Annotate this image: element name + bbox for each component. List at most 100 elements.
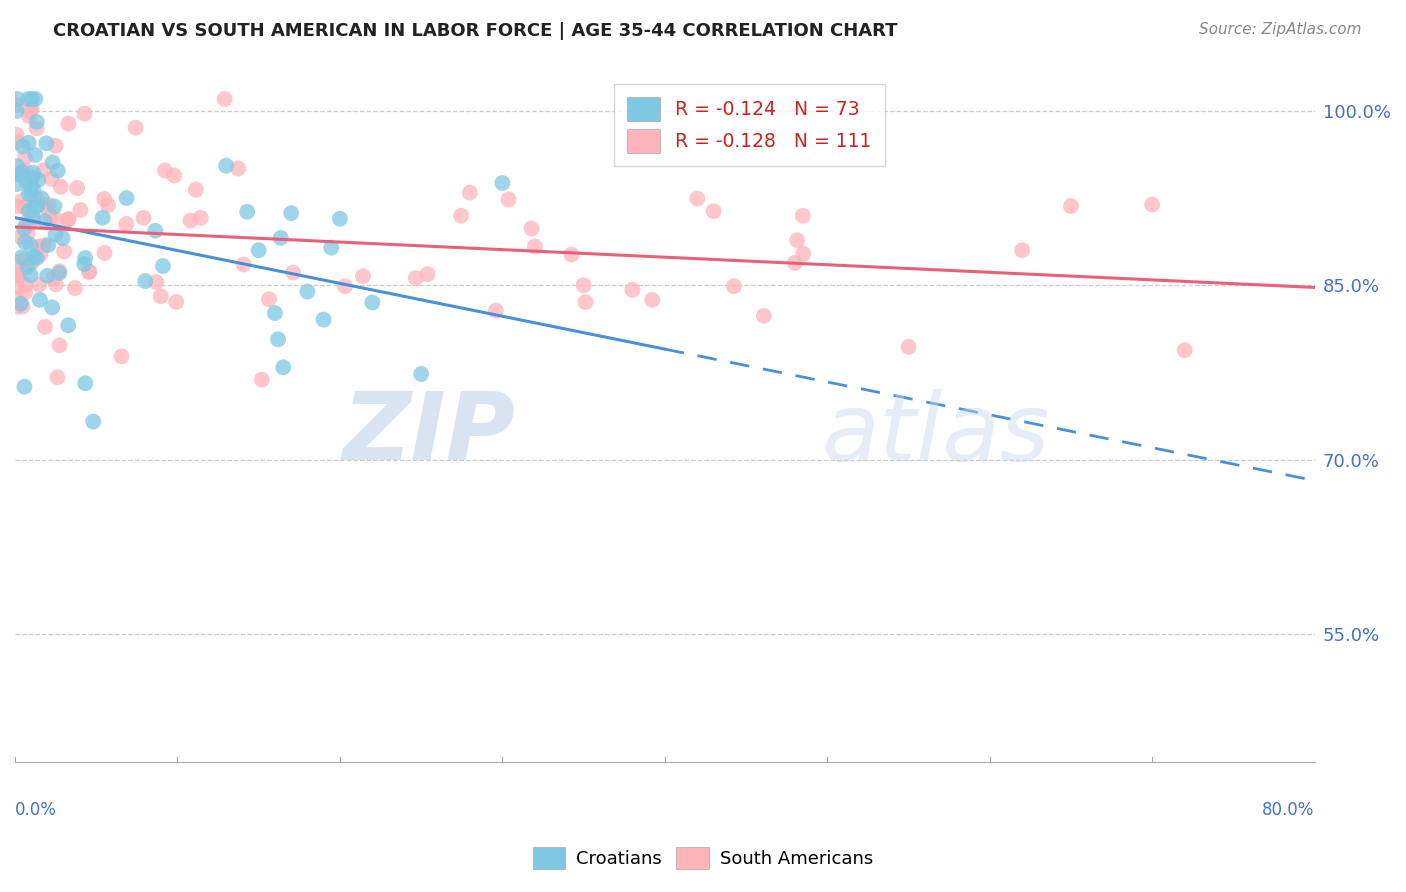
Point xyxy=(17,136,39,150)
Point xyxy=(6,199,28,213)
Point xyxy=(17,186,39,201)
Point xyxy=(641,293,664,307)
Point xyxy=(93,246,115,260)
Point xyxy=(153,163,176,178)
Point xyxy=(264,306,287,320)
Point xyxy=(723,279,745,293)
Text: 80.0%: 80.0% xyxy=(1263,801,1315,819)
Point xyxy=(523,239,546,253)
Point xyxy=(48,338,70,352)
Point xyxy=(34,214,56,228)
Point xyxy=(498,193,520,207)
Point xyxy=(270,231,292,245)
Point xyxy=(18,217,41,231)
Point xyxy=(17,227,39,241)
Point xyxy=(21,102,44,116)
Point xyxy=(7,268,30,282)
Point xyxy=(27,240,49,254)
Point xyxy=(48,264,70,278)
Point xyxy=(13,221,35,235)
Point xyxy=(1174,343,1197,358)
Point xyxy=(686,192,709,206)
Point xyxy=(190,211,212,225)
Point xyxy=(416,267,439,281)
Text: 0.0%: 0.0% xyxy=(15,801,56,819)
Point xyxy=(179,213,201,227)
Point xyxy=(6,262,28,277)
Text: ZIP: ZIP xyxy=(343,388,516,480)
Point xyxy=(6,168,28,182)
Point xyxy=(1140,197,1163,211)
Text: atlas: atlas xyxy=(821,389,1049,480)
Point xyxy=(520,221,543,235)
Point xyxy=(21,210,44,224)
Point xyxy=(22,250,45,264)
Point xyxy=(361,295,384,310)
Point xyxy=(145,275,167,289)
Point xyxy=(6,177,28,191)
Point xyxy=(20,238,42,252)
Point xyxy=(572,278,595,293)
Point xyxy=(69,202,91,217)
Point xyxy=(37,238,59,252)
Point xyxy=(458,186,481,200)
Point xyxy=(32,163,55,178)
Point xyxy=(41,301,63,315)
Point xyxy=(7,279,30,293)
Point xyxy=(15,173,38,187)
Point xyxy=(321,241,343,255)
Point xyxy=(13,379,35,393)
Point xyxy=(6,128,28,142)
Point xyxy=(14,278,37,293)
Point xyxy=(77,264,100,278)
Point xyxy=(58,117,80,131)
Point xyxy=(11,139,34,153)
Point xyxy=(48,266,70,280)
Point xyxy=(22,183,45,197)
Point xyxy=(27,199,49,213)
Point xyxy=(13,167,35,181)
Point xyxy=(14,200,37,214)
Point xyxy=(283,266,305,280)
Point xyxy=(27,173,49,187)
Point xyxy=(32,238,55,252)
Point xyxy=(44,199,66,213)
Point xyxy=(786,233,808,247)
Point xyxy=(6,159,28,173)
Point xyxy=(236,204,259,219)
Point xyxy=(37,268,59,283)
Point xyxy=(75,376,97,391)
Point xyxy=(22,212,45,227)
Point xyxy=(63,281,86,295)
Point xyxy=(124,120,146,135)
Point xyxy=(329,211,352,226)
Point xyxy=(14,235,37,249)
Point xyxy=(91,211,114,225)
Point xyxy=(17,92,39,106)
Text: CROATIAN VS SOUTH AMERICAN IN LABOR FORCE | AGE 35-44 CORRELATION CHART: CROATIAN VS SOUTH AMERICAN IN LABOR FORC… xyxy=(53,22,898,40)
Point xyxy=(75,251,97,265)
Point xyxy=(215,159,238,173)
Point xyxy=(184,183,207,197)
Point xyxy=(15,215,38,229)
Point xyxy=(575,295,598,310)
Point xyxy=(17,260,39,274)
Point xyxy=(10,250,32,264)
Point xyxy=(56,212,79,227)
Point xyxy=(297,285,319,299)
Point xyxy=(14,163,37,178)
Point xyxy=(46,163,69,178)
Point xyxy=(73,106,96,120)
Point xyxy=(10,254,32,268)
Point xyxy=(30,247,52,261)
Point xyxy=(405,271,427,285)
Point xyxy=(280,206,302,220)
Point xyxy=(28,277,51,292)
Legend: Croatians, South Americans: Croatians, South Americans xyxy=(526,839,880,876)
Point xyxy=(39,210,62,224)
Point xyxy=(450,209,472,223)
Point xyxy=(31,191,53,205)
Point xyxy=(134,274,156,288)
Point xyxy=(6,98,28,112)
Point xyxy=(18,203,41,218)
